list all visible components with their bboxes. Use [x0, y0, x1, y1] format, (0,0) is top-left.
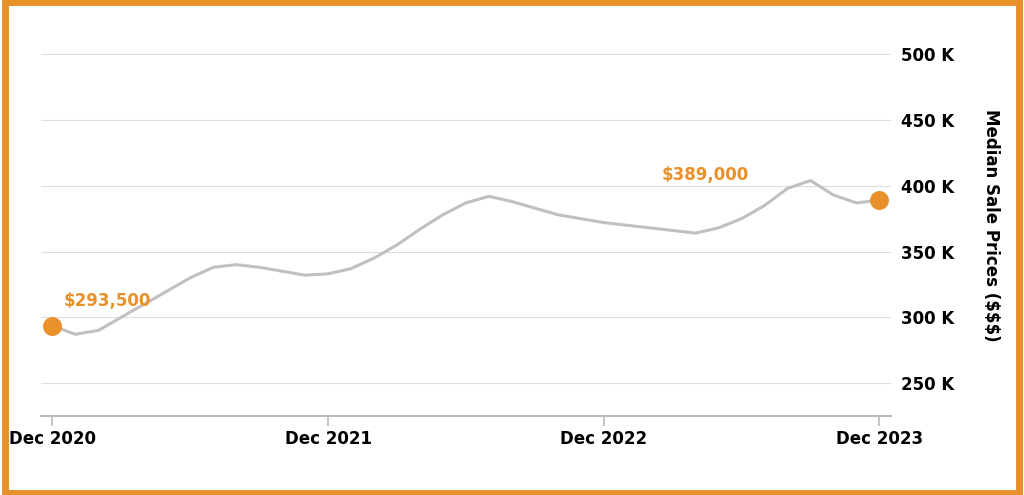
- Text: $389,000: $389,000: [662, 166, 749, 185]
- Point: [871, 197, 888, 204]
- Point: [44, 322, 60, 330]
- Y-axis label: Median Sale Prices ($$$): Median Sale Prices ($$$): [982, 109, 999, 342]
- Text: $293,500: $293,500: [63, 292, 152, 310]
